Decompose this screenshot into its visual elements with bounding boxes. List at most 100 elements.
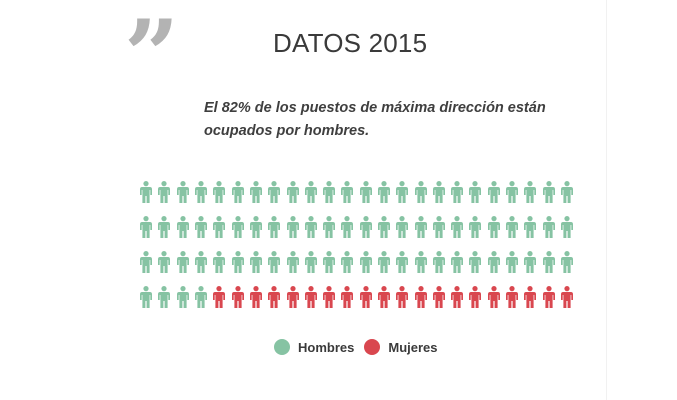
person-icon [210,216,228,239]
person-icon [247,181,265,204]
pictogram-grid [137,181,577,321]
person-icon [430,181,448,204]
person-icon [375,216,393,239]
pictogram-row [137,216,577,239]
pictogram-row [137,286,577,309]
person-icon [503,216,521,239]
person-icon [485,251,503,274]
person-icon [411,251,429,274]
person-icon [411,181,429,204]
person-icon [265,216,283,239]
person-icon [228,286,246,309]
person-icon [485,286,503,309]
person-icon [357,286,375,309]
person-icon [466,251,484,274]
person-icon [302,286,320,309]
person-icon [466,286,484,309]
person-icon [411,286,429,309]
person-icon [283,216,301,239]
person-icon [228,251,246,274]
person-icon [338,181,356,204]
person-icon [393,286,411,309]
person-icon [265,251,283,274]
person-icon [192,251,210,274]
divider-line [606,0,607,400]
person-icon [155,251,173,274]
person-icon [540,216,558,239]
person-icon [448,286,466,309]
person-icon [137,251,155,274]
person-icon [466,216,484,239]
person-icon [210,251,228,274]
person-icon [210,286,228,309]
pictogram-row [137,251,577,274]
person-icon [393,181,411,204]
person-icon [247,216,265,239]
person-icon [338,216,356,239]
person-icon [430,286,448,309]
person-icon [265,286,283,309]
person-icon [503,286,521,309]
person-icon [466,181,484,204]
person-icon [540,251,558,274]
person-icon [521,181,539,204]
person-icon [485,216,503,239]
person-icon [155,216,173,239]
person-icon [174,216,192,239]
person-icon [302,181,320,204]
person-icon [338,286,356,309]
person-icon [265,181,283,204]
person-icon [174,181,192,204]
legend-label: Hombres [298,339,355,355]
person-icon [375,286,393,309]
person-icon [357,181,375,204]
person-icon [558,251,576,274]
person-icon [320,286,338,309]
quote-icon: ” [124,0,179,112]
person-icon [503,251,521,274]
person-icon [448,216,466,239]
person-icon [283,181,301,204]
person-icon [430,216,448,239]
person-icon [375,181,393,204]
person-icon [302,251,320,274]
person-icon [357,216,375,239]
person-icon [558,181,576,204]
person-icon [192,216,210,239]
person-icon [503,181,521,204]
page-title: DATOS 2015 [273,28,428,58]
person-icon [228,216,246,239]
person-icon [210,181,228,204]
legend-item-mujeres: Mujeres [364,339,438,355]
person-icon [521,251,539,274]
person-icon [430,251,448,274]
legend: Hombres Mujeres [274,339,448,355]
person-icon [228,181,246,204]
person-icon [320,251,338,274]
person-icon [540,181,558,204]
person-icon [393,216,411,239]
person-icon [485,181,503,204]
person-icon [338,251,356,274]
person-icon [137,181,155,204]
person-icon [137,216,155,239]
legend-dot-hombres-icon [274,339,290,355]
person-icon [558,286,576,309]
person-icon [521,286,539,309]
person-icon [558,216,576,239]
person-icon [247,286,265,309]
person-icon [174,251,192,274]
person-icon [521,216,539,239]
person-icon [375,251,393,274]
person-icon [393,251,411,274]
person-icon [320,216,338,239]
chart-subtitle: El 82% de los puestos de máxima direcció… [204,100,546,139]
person-icon [302,216,320,239]
person-icon [192,286,210,309]
person-icon [155,181,173,204]
person-icon [448,251,466,274]
person-icon [357,251,375,274]
person-icon [320,181,338,204]
person-icon [283,286,301,309]
person-icon [137,286,155,309]
